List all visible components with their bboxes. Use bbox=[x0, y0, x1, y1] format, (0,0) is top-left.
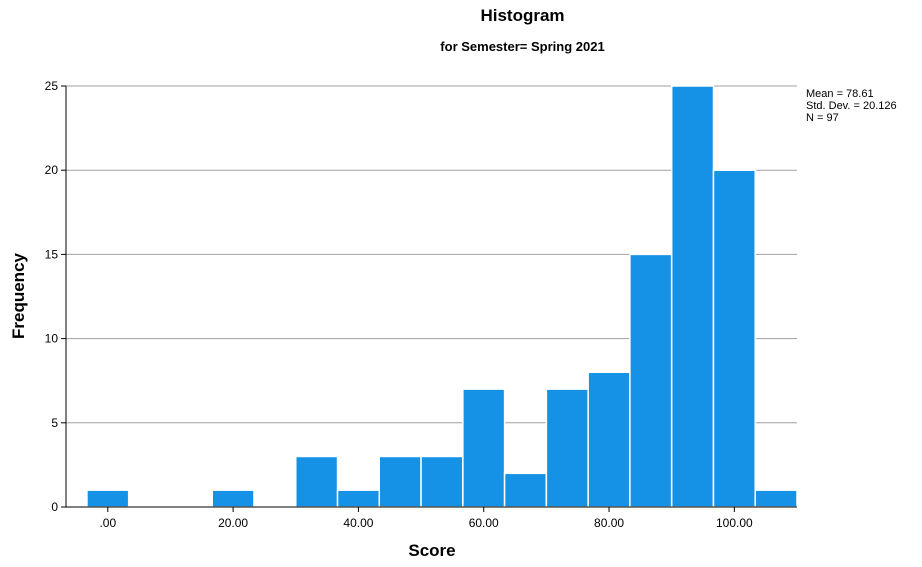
chart-subtitle: for Semester= Spring 2021 bbox=[440, 39, 605, 54]
x-tick-label: 80.00 bbox=[594, 516, 624, 530]
histogram-bar bbox=[670, 85, 715, 508]
x-tick-label: 100.00 bbox=[716, 516, 753, 530]
x-tick-label: 40.00 bbox=[343, 516, 373, 530]
histogram-bar bbox=[378, 455, 422, 508]
std-dev-stat: Std. Dev. = 20.126 bbox=[806, 100, 897, 112]
x-tick-label: .00 bbox=[99, 516, 116, 530]
histogram-bar bbox=[587, 371, 631, 508]
x-tick-label: 20.00 bbox=[218, 516, 248, 530]
histogram-bar bbox=[295, 455, 339, 508]
statistics-legend: Mean = 78.61 Std. Dev. = 20.126 N = 97 bbox=[806, 88, 897, 124]
chart-title: Histogram bbox=[480, 6, 565, 25]
histogram-bar bbox=[545, 388, 589, 508]
y-tick-label: 5 bbox=[51, 416, 58, 430]
bars bbox=[86, 85, 798, 508]
histogram-bar bbox=[462, 388, 506, 508]
histogram-bar bbox=[629, 253, 673, 508]
histogram-bar bbox=[503, 472, 548, 508]
axes bbox=[61, 85, 797, 512]
histogram-bar bbox=[420, 455, 464, 508]
histogram-bar bbox=[211, 489, 255, 508]
x-tick-label: 60.00 bbox=[469, 516, 499, 530]
histogram-bar bbox=[712, 169, 756, 508]
y-axis-label: Frequency bbox=[9, 253, 28, 339]
n-stat: N = 97 bbox=[806, 112, 839, 124]
tick-labels: 0 5 10 15 20 25 .00 20.00 40.00 60.00 80.00 100.00 bbox=[45, 79, 753, 530]
y-tick-label: 25 bbox=[45, 79, 59, 93]
histogram-bar bbox=[754, 489, 798, 508]
mean-stat: Mean = 78.61 bbox=[806, 88, 874, 100]
y-tick-label: 15 bbox=[45, 247, 59, 261]
y-tick-label: 0 bbox=[51, 500, 58, 514]
histogram-bar bbox=[336, 489, 381, 508]
histogram-bar bbox=[86, 489, 130, 508]
y-tick-label: 20 bbox=[45, 163, 59, 177]
y-tick-label: 10 bbox=[45, 332, 59, 346]
x-axis-label: Score bbox=[408, 541, 456, 560]
